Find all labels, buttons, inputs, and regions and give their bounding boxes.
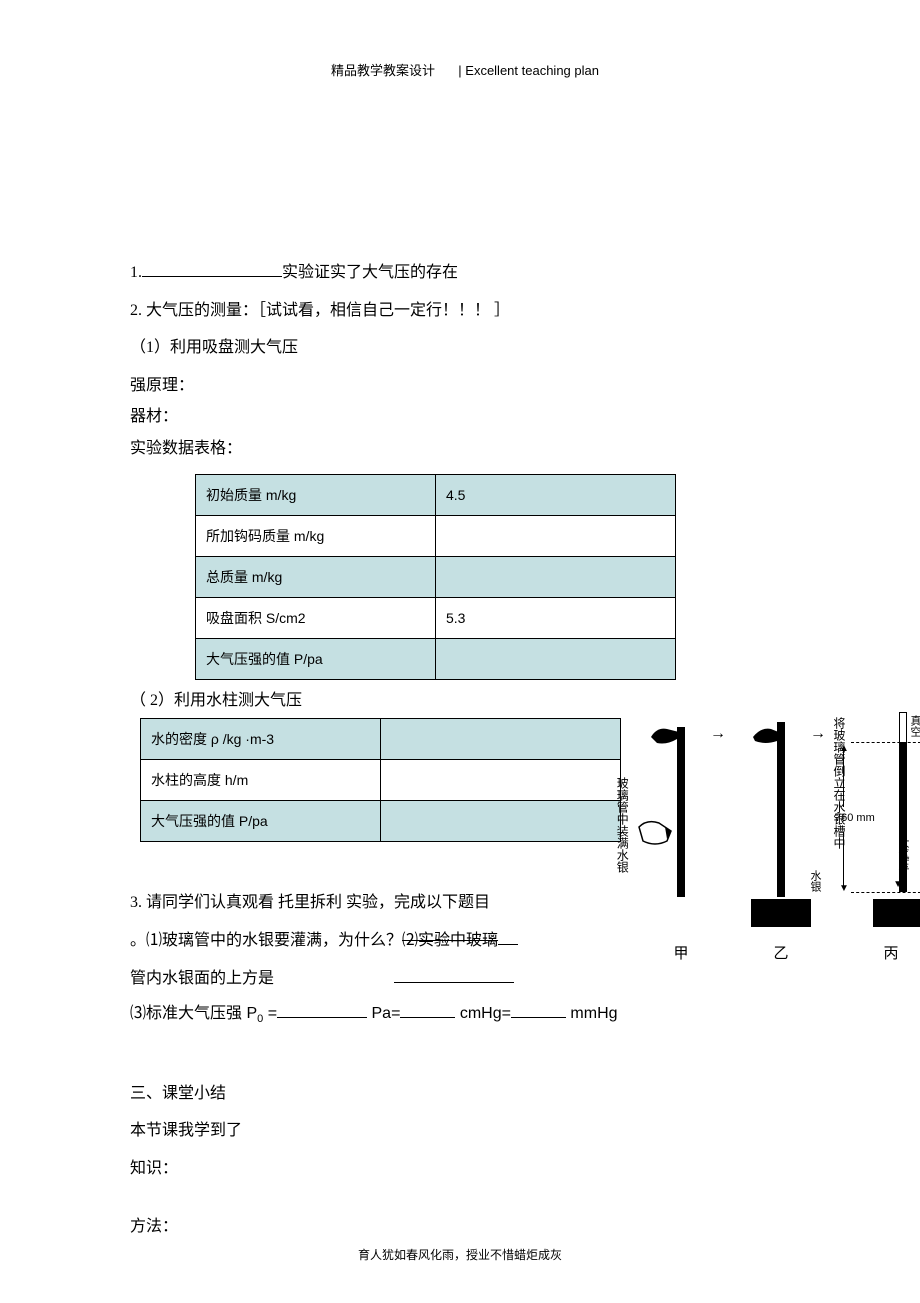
t1-r2-label: 所加钩码质量 m/kg [196, 515, 436, 556]
table-row: 大气压强的值 P/pa [141, 801, 621, 842]
mercury-basin [873, 899, 920, 927]
t1-r1-value: 4.5 [436, 474, 676, 515]
mercury-label: 水银 [807, 870, 823, 892]
dash-line [851, 892, 920, 893]
t2-r3-value[interactable] [381, 801, 621, 842]
q3-l4: ⑶标准大气压强 P0 = Pa= cmHg= mmHg [130, 1000, 800, 1029]
diagram-caption-1: 甲 [631, 942, 731, 963]
arrow-down-icon: ▼ [893, 879, 903, 890]
t1-r4-value: 5.3 [436, 597, 676, 638]
q3-l4c: Pa= [367, 1005, 400, 1022]
q3-blank-mmhg[interactable] [511, 1000, 566, 1018]
table-2: 水的密度 ρ /kg ·m-3 水柱的高度 h/m 大气压强的值 P/pa [140, 718, 621, 842]
q2-sub1: （1）利用吸盘测大气压 [130, 335, 800, 361]
label-760mm: 760 mm [835, 812, 875, 824]
vtext-1: 玻璃管中装满水银 [615, 777, 628, 873]
t2-r2-value[interactable] [381, 760, 621, 801]
mercury-basin [751, 899, 811, 927]
page-header: 精品教学教案设计 | Excellent teaching plan [130, 60, 800, 79]
q3-l2b-strike: ⑵实验中玻璃 [402, 932, 498, 949]
table-row: 总质量 m/kg [196, 556, 676, 597]
dash-line [851, 742, 920, 743]
arrow-right-icon: → [810, 725, 826, 743]
q3-l4e: mmHg [566, 1005, 618, 1022]
q1-line: 1. 实验证实了大气压的存在 [130, 259, 800, 286]
page-footer: 育人犹如春风化雨，授业不惜蜡炬成灰 [0, 1246, 920, 1263]
t2-r2-label: 水柱的高度 h/m [141, 760, 381, 801]
table-row: 大气压强的值 P/pa [196, 638, 676, 679]
q2-l3: 实验数据表格： [130, 436, 800, 462]
table-1: 初始质量 m/kg 4.5 所加钩码质量 m/kg 总质量 m/kg 吸盘面积 … [195, 474, 676, 680]
glass-tube [777, 722, 785, 897]
t1-r5-label: 大气压强的值 P/pa [196, 638, 436, 679]
header-cn: 精品教学教案设计 [331, 63, 435, 78]
q3-l4d: cmHg= [455, 1005, 511, 1022]
t2-r3-label: 大气压强的值 P/pa [141, 801, 381, 842]
arrow-right-icon: → [710, 725, 726, 743]
diagram-panel-3: 真空 760 mm ▲ ▼ 大气压 ▼ 大气压 ▼ [831, 707, 920, 937]
diagram-panel-1: → 玻璃管中装满水银 [631, 707, 731, 937]
t1-r1-label: 初始质量 m/kg [196, 474, 436, 515]
t1-r3-value[interactable] [436, 556, 676, 597]
q3-l3-blank[interactable] [394, 965, 514, 983]
t2-r1-label: 水的密度 ρ /kg ·m-3 [141, 719, 381, 760]
diagram-caption-2: 乙 [731, 942, 831, 963]
t1-r2-value[interactable] [436, 515, 676, 556]
diagram-caption-3: 丙 [831, 942, 920, 963]
q3-l4b: = [263, 1005, 277, 1022]
t1-r4-label: 吸盘面积 S/cm2 [196, 597, 436, 638]
table-row: 吸盘面积 S/cm2 5.3 [196, 597, 676, 638]
q2-title: 2. 大气压的测量：［试试看，相信自己一定行！！！ ］ [130, 298, 800, 324]
q3-blank-pa[interactable] [277, 1000, 367, 1018]
q3-l3-wrap: 管内水银面的上方是 [130, 965, 560, 992]
section3-l2: 知识： [130, 1156, 800, 1182]
q3-l1: 3. 请同学们认真观看 托里拆利 实验，完成以下题目 [130, 890, 560, 916]
table-row: 初始质量 m/kg 4.5 [196, 474, 676, 515]
measure-line [843, 832, 844, 887]
q3-l2: 。⑴玻璃管中的水银要灌满，为什么？⑵实验中玻璃 [130, 928, 560, 954]
section3-title: 三、课堂小结 [130, 1081, 800, 1107]
glass-tube [677, 727, 685, 897]
arrow-up-icon: ▲ [839, 743, 849, 754]
table-row: 水柱的高度 h/m [141, 760, 621, 801]
hand-icon [637, 817, 675, 851]
q3-l2a: 。⑴玻璃管中的水银要灌满，为什么？ [130, 932, 402, 949]
table-row: 水的密度 ρ /kg ·m-3 [141, 719, 621, 760]
t1-r5-value[interactable] [436, 638, 676, 679]
pressure-label-left: 大气压 [897, 837, 909, 870]
t2-r1-value[interactable] [381, 719, 621, 760]
t1-r3-label: 总质量 m/kg [196, 556, 436, 597]
q1-prefix: 1. [130, 264, 142, 281]
tube-vacuum-section [899, 712, 907, 742]
q2-l1: 强原理： [130, 373, 800, 399]
table-row: 所加钩码质量 m/kg [196, 515, 676, 556]
diagram-panel-2: → 将玻璃管倒立在水银槽中 水银 [731, 707, 831, 937]
q3-l4a: ⑶标准大气压强 P [130, 1005, 257, 1022]
measure-line [843, 747, 844, 807]
q3-blank-cmhg[interactable] [400, 1000, 455, 1018]
header-en: | Excellent teaching plan [458, 63, 599, 78]
q1-suffix: 实验证实了大气压的存在 [282, 264, 458, 281]
section3-l3: 方法： [130, 1214, 800, 1240]
vacuum-label: 真空 [907, 715, 920, 737]
torricelli-diagram: → 玻璃管中装满水银 甲 → 将玻璃 [631, 707, 920, 963]
section3-l1: 本节课我学到了 [130, 1118, 800, 1144]
arrow-down-icon: ▼ [839, 883, 849, 894]
q2-l2: 器材： [130, 404, 800, 430]
q1-blank[interactable] [142, 259, 282, 277]
q3-l3: 管内水银面的上方是 [130, 970, 274, 987]
